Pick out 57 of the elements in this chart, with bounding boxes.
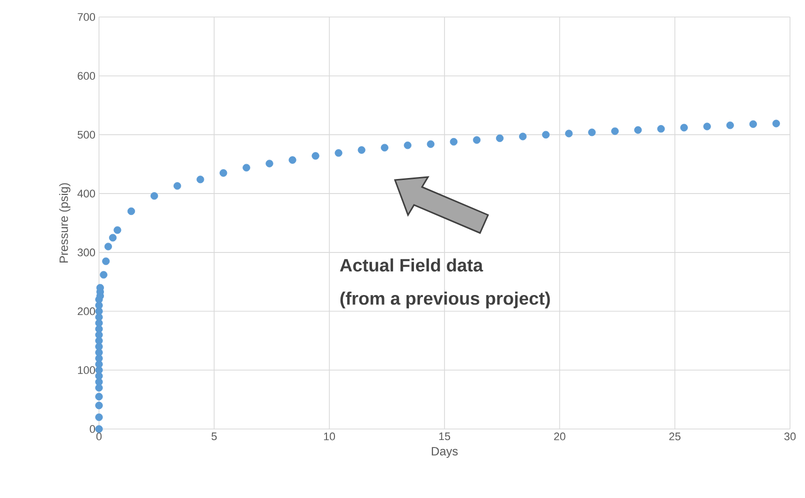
point (312, 152, 320, 160)
point (104, 242, 112, 250)
y-axis-title: Pressure (psig) (59, 183, 70, 263)
point (266, 160, 274, 168)
point (334, 149, 342, 157)
point (772, 120, 780, 128)
x-tick-label: 25 (669, 432, 680, 440)
annotation: Actual Field data (340, 258, 484, 272)
point (114, 226, 122, 234)
point (95, 402, 103, 410)
x-tick-label: 0 (96, 432, 102, 440)
point (127, 207, 136, 216)
point (496, 134, 504, 142)
point (657, 125, 665, 133)
point (109, 234, 117, 242)
y-tick-label: 600 (78, 72, 96, 80)
y-tick-label: 0 (90, 425, 96, 433)
point (196, 176, 204, 184)
point (380, 144, 388, 152)
point (565, 130, 573, 138)
point (150, 192, 158, 200)
point (519, 132, 527, 140)
point (472, 136, 481, 144)
point (95, 425, 103, 433)
point (749, 120, 757, 128)
x-tick-label: 5 (212, 432, 217, 440)
point (404, 142, 412, 150)
point (288, 156, 296, 164)
point (174, 182, 182, 190)
point (634, 126, 642, 134)
annotation: (from a previous project) (340, 292, 550, 308)
point (100, 270, 108, 279)
y-tick-label: 400 (77, 190, 96, 198)
point (588, 128, 596, 136)
y-tick-label: 200 (78, 307, 96, 316)
x-tick-label: 30 (784, 432, 796, 440)
point (220, 169, 228, 177)
y-tick-label: 700 (78, 13, 96, 21)
point (542, 130, 550, 139)
point (95, 413, 103, 422)
point (426, 140, 434, 148)
x-axis-title: Days (432, 447, 458, 458)
point (450, 138, 458, 146)
point (703, 122, 711, 130)
point (242, 164, 250, 172)
x-tick-label: 15 (439, 432, 450, 440)
x-tick-label: 10 (324, 432, 335, 440)
x-tick-label: 20 (554, 432, 566, 440)
point (611, 127, 619, 135)
point (726, 121, 734, 130)
y-tick-label: 500 (78, 130, 96, 139)
point (680, 124, 688, 132)
y-tick-label: 100 (78, 366, 96, 374)
y-tick-label: 300 (78, 248, 96, 256)
point (358, 146, 366, 154)
point (102, 257, 110, 266)
point (95, 392, 103, 400)
